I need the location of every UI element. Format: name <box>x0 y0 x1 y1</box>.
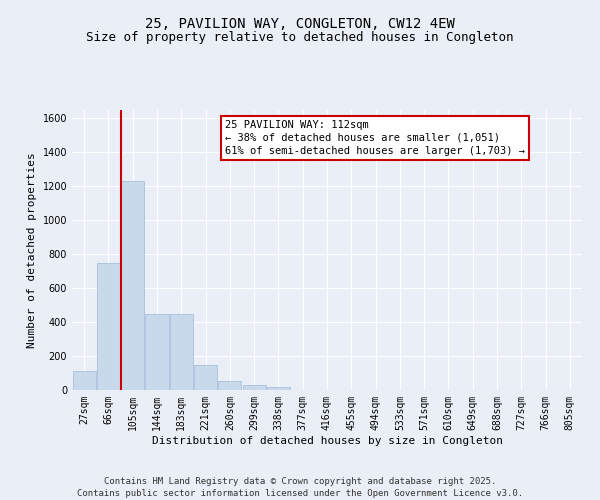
Bar <box>194 364 217 390</box>
Bar <box>218 380 241 390</box>
Bar <box>121 182 144 390</box>
Bar <box>267 388 290 390</box>
X-axis label: Distribution of detached houses by size in Congleton: Distribution of detached houses by size … <box>151 436 503 446</box>
Text: 25 PAVILION WAY: 112sqm
← 38% of detached houses are smaller (1,051)
61% of semi: 25 PAVILION WAY: 112sqm ← 38% of detache… <box>225 120 525 156</box>
Bar <box>73 372 95 390</box>
Bar <box>97 262 120 390</box>
Text: Size of property relative to detached houses in Congleton: Size of property relative to detached ho… <box>86 31 514 44</box>
Bar <box>242 385 266 390</box>
Y-axis label: Number of detached properties: Number of detached properties <box>27 152 37 348</box>
Text: 25, PAVILION WAY, CONGLETON, CW12 4EW: 25, PAVILION WAY, CONGLETON, CW12 4EW <box>145 18 455 32</box>
Bar <box>170 314 193 390</box>
Bar <box>145 314 169 390</box>
Text: Contains HM Land Registry data © Crown copyright and database right 2025.
Contai: Contains HM Land Registry data © Crown c… <box>77 476 523 498</box>
